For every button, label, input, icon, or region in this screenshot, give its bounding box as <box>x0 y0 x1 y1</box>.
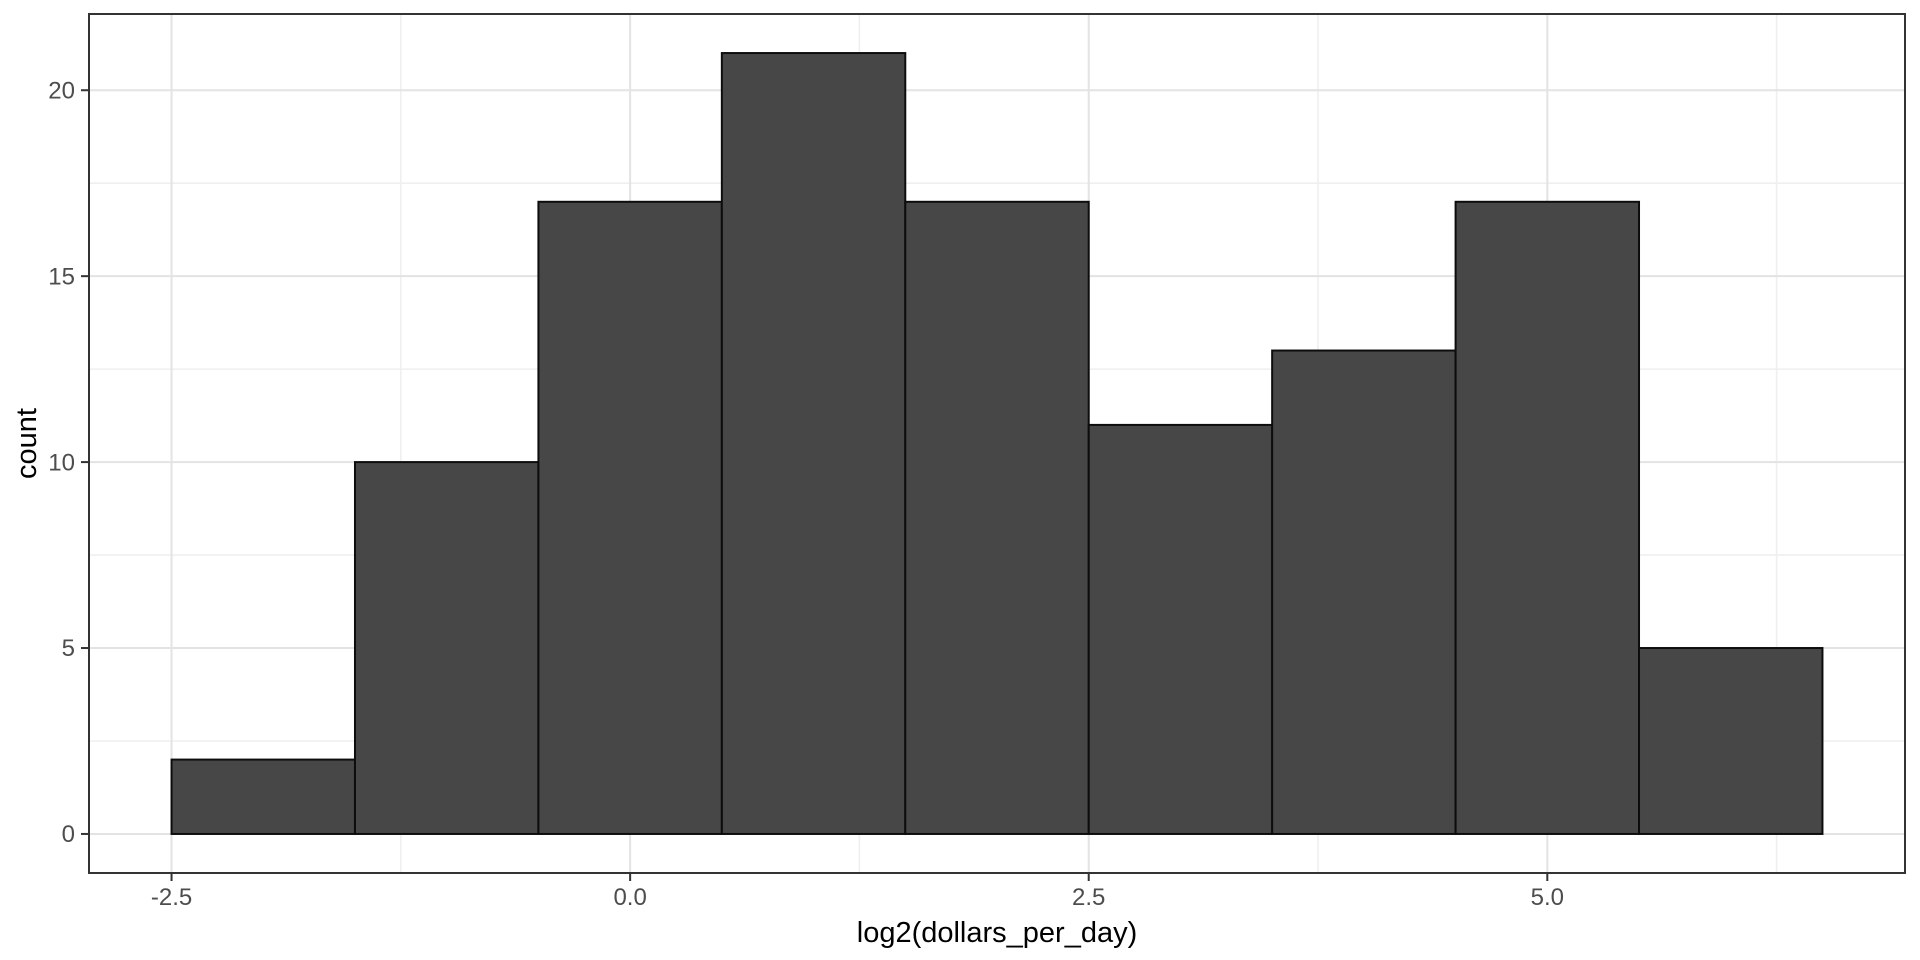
y-tick-label: 5 <box>62 635 75 662</box>
histogram-bar <box>904 200 1090 835</box>
x-axis-title: log2(dollars_per_day) <box>857 917 1138 949</box>
y-tick-label: 15 <box>48 263 75 290</box>
y-tick-label: 10 <box>48 449 75 476</box>
histogram-bar <box>1454 200 1641 835</box>
histogram-bars <box>170 52 1824 835</box>
histogram-bar <box>170 758 356 835</box>
y-tick-label: 20 <box>48 77 75 104</box>
histogram-bar <box>720 52 907 835</box>
histogram-bar <box>537 200 723 835</box>
histogram-bar <box>353 461 540 835</box>
y-tick-label: 0 <box>62 821 75 848</box>
x-tick-label: 0.0 <box>613 884 646 911</box>
y-axis-title: count <box>11 408 43 479</box>
panel-border <box>88 13 1906 874</box>
x-tick-label: 2.5 <box>1072 884 1105 911</box>
histogram-bar <box>1638 647 1824 835</box>
x-tick-label: 5.0 <box>1531 884 1564 911</box>
axis-tick-marks <box>81 89 1549 881</box>
axis-tick-labels: -2.5 0.0 2.5 5.0 0 5 10 15 20 <box>48 77 1564 911</box>
x-tick-label: -2.5 <box>151 884 192 911</box>
histogram-bar <box>1271 349 1457 835</box>
histogram-bar <box>1087 423 1274 835</box>
